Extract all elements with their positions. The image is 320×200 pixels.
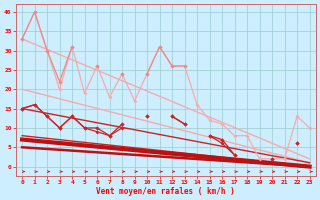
X-axis label: Vent moyen/en rafales ( km/h ): Vent moyen/en rafales ( km/h ) <box>96 187 235 196</box>
